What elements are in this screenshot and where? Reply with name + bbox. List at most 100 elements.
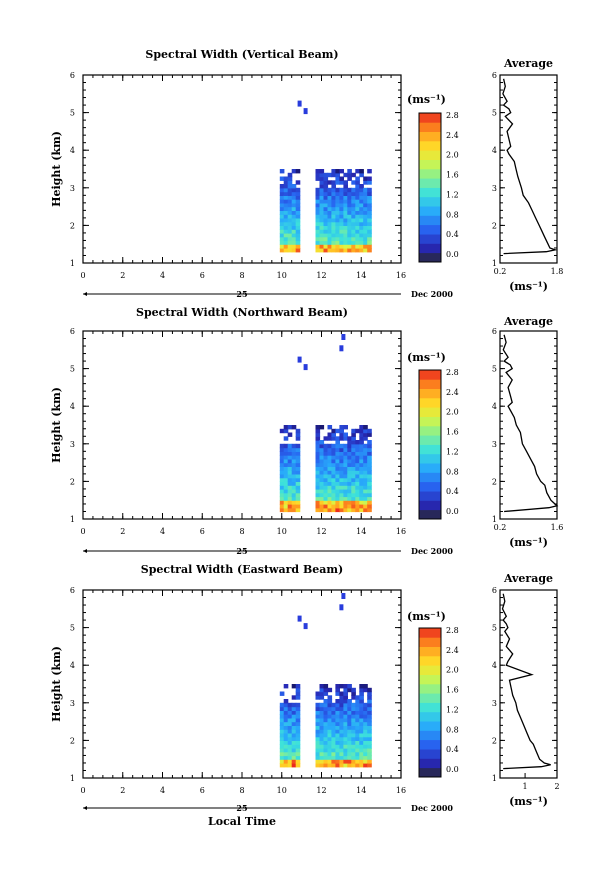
heatmap-cell — [315, 702, 321, 708]
heatmap-cell — [347, 747, 352, 753]
heatmap-cell — [351, 710, 356, 715]
heatmap-cell — [323, 691, 329, 696]
heatmap-cell — [355, 699, 360, 704]
heatmap-cell — [323, 436, 329, 441]
heatmap-cell — [287, 504, 293, 509]
heatmap-cell — [331, 458, 336, 464]
heatmap-cell — [323, 729, 329, 734]
heatmap-cell — [291, 725, 297, 730]
panel-1: Spectral Width (Vertical Beam)0 2 4 6 8 10 12 1… — [50, 48, 563, 299]
heatmap-cell — [355, 736, 360, 741]
heatmap-cell — [295, 206, 301, 211]
heatmap-cell — [295, 221, 301, 226]
heatmap-cell — [359, 684, 364, 689]
heatmap-cell — [343, 751, 348, 757]
heatmap-cell — [319, 236, 325, 242]
heatmap-cell — [323, 740, 329, 745]
heatmap-cell — [291, 462, 297, 467]
heatmap-cell — [351, 455, 356, 460]
heatmap-cell — [327, 699, 333, 704]
heatmap-cell — [315, 496, 321, 501]
heatmap-cell — [319, 195, 325, 200]
heatmap-cell — [355, 740, 360, 745]
heatmap-cell — [339, 740, 344, 745]
heatmap-cell — [359, 210, 364, 215]
heatmap-cell — [355, 214, 360, 219]
heatmap-cell — [287, 473, 293, 479]
panel-title: Spectral Width (Vertical Beam) — [145, 48, 338, 61]
heatmap-cell — [331, 172, 336, 178]
heatmap-cell — [331, 466, 336, 471]
heatmap-cell — [323, 687, 329, 693]
average-line — [502, 78, 558, 255]
heatmap-cell — [319, 244, 325, 249]
heatmap-cell — [315, 695, 321, 700]
heatmap-cell — [355, 507, 360, 513]
heatmap-cell — [287, 725, 293, 730]
avg-y-tick-label: 4 — [492, 402, 497, 411]
heatmap-cell — [291, 225, 297, 230]
heatmap-cell — [351, 725, 356, 730]
heatmap-cell — [351, 458, 356, 464]
heatmap-cell — [287, 496, 293, 501]
heatmap-cell — [339, 240, 344, 245]
heatmap-cell — [315, 195, 321, 200]
heatmap-cell — [351, 191, 356, 196]
heatmap-cell — [359, 702, 364, 708]
heatmap-cell — [335, 187, 340, 193]
heatmap-cell — [327, 248, 333, 253]
heatmap-cell — [367, 695, 372, 700]
x-tick-label: 4 — [160, 786, 165, 795]
heatmap-cell — [359, 470, 364, 475]
heatmap-cell — [279, 710, 285, 715]
heatmap-cell — [323, 702, 329, 708]
heatmap-cell — [291, 751, 297, 757]
heatmap-cell — [335, 717, 340, 723]
heatmap-cell — [319, 443, 325, 449]
heatmap-cell — [283, 488, 289, 494]
heatmap-cell — [339, 187, 344, 193]
heatmap-cell — [295, 180, 301, 185]
heatmap-cell — [355, 500, 360, 505]
heatmap-cell — [291, 714, 297, 719]
heatmap-cell — [355, 206, 360, 211]
heatmap-cell — [339, 699, 344, 704]
heatmap-cell — [295, 458, 301, 464]
heatmap-cell — [359, 729, 364, 734]
heatmap-cell — [351, 732, 356, 738]
y-tick-label: 5 — [70, 365, 75, 374]
heatmap-cell — [279, 169, 285, 174]
colorbar-segment — [419, 215, 441, 226]
average-line — [502, 334, 559, 513]
heatmap-cell — [351, 195, 356, 200]
heatmap-cell — [343, 195, 348, 200]
avg-y-tick-label: 3 — [492, 699, 497, 708]
heatmap-cell — [331, 187, 336, 193]
heatmap-cell — [279, 244, 285, 249]
heatmap-cell — [287, 210, 293, 215]
heatmap-cell — [323, 751, 329, 757]
heatmap-cell — [347, 481, 352, 486]
heatmap-cell — [339, 345, 344, 352]
date-arrow — [83, 549, 87, 553]
heatmap-cell — [347, 699, 352, 704]
colorbar-segment — [419, 739, 441, 750]
heatmap-cell — [327, 732, 333, 738]
avg-y-tick-label: 1 — [492, 259, 497, 268]
average-profile: Average 1 2 3 4 5 6 1 2 (ms⁻¹) — [492, 572, 560, 808]
heatmap-cell — [327, 729, 333, 734]
heatmap-cell — [319, 447, 325, 452]
x-tick-label: 2 — [120, 786, 125, 795]
x-tick-label: 10 — [277, 786, 287, 795]
heatmap-cell — [335, 428, 340, 434]
avg-y-tick-label: 3 — [492, 440, 497, 449]
heatmap-cell — [359, 725, 364, 730]
heatmap-cell — [335, 455, 340, 460]
colorbar-tick-label: 2.4 — [446, 388, 459, 397]
heatmap-cell — [283, 747, 289, 753]
heatmap-cell — [323, 488, 329, 494]
heatmap-cell — [295, 462, 301, 467]
heatmap-cell — [315, 507, 321, 513]
heatmap-cell — [339, 221, 344, 226]
heatmap-cell — [347, 725, 352, 730]
